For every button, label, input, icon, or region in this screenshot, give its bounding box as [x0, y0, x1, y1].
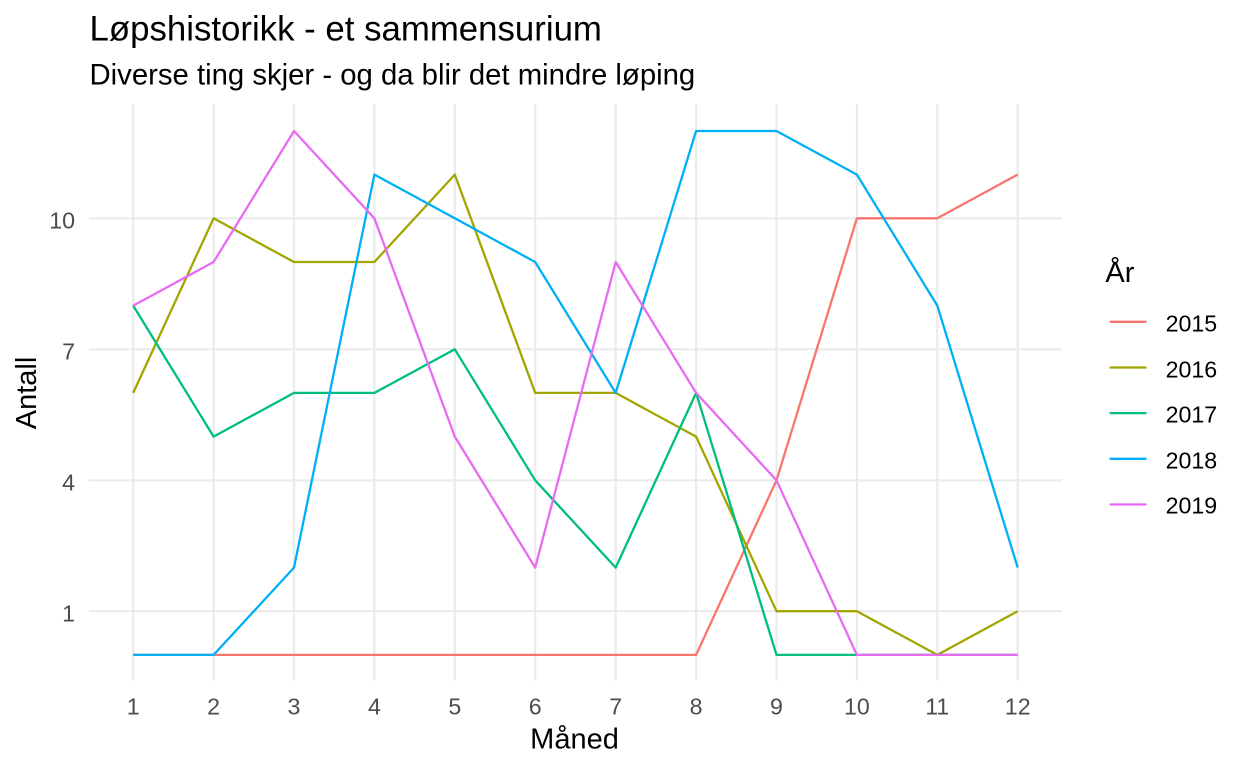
svg-text:6: 6 — [529, 694, 542, 720]
svg-text:5: 5 — [448, 694, 461, 720]
svg-text:9: 9 — [770, 694, 783, 720]
svg-text:12: 12 — [1005, 694, 1031, 720]
svg-text:Måned: Måned — [530, 723, 619, 755]
svg-text:10: 10 — [49, 208, 75, 234]
svg-text:2016: 2016 — [1166, 356, 1218, 382]
svg-text:8: 8 — [690, 694, 703, 720]
svg-text:2017: 2017 — [1166, 402, 1218, 428]
svg-text:Diverse ting skjer - og da bli: Diverse ting skjer - og da blir det mind… — [90, 59, 696, 92]
svg-text:1: 1 — [127, 694, 140, 720]
svg-text:1: 1 — [62, 601, 75, 627]
svg-text:10: 10 — [844, 694, 870, 720]
svg-text:4: 4 — [62, 470, 75, 496]
svg-text:Antall: Antall — [11, 357, 43, 430]
svg-text:2018: 2018 — [1166, 447, 1218, 473]
svg-text:2019: 2019 — [1166, 493, 1218, 519]
svg-text:2015: 2015 — [1166, 311, 1218, 337]
svg-text:7: 7 — [62, 339, 75, 365]
svg-text:4: 4 — [368, 694, 381, 720]
svg-text:2: 2 — [207, 694, 220, 720]
svg-text:7: 7 — [609, 694, 622, 720]
svg-text:11: 11 — [925, 694, 949, 720]
svg-text:Løpshistorikk - et sammensuriu: Løpshistorikk - et sammensurium — [90, 10, 602, 49]
svg-text:3: 3 — [288, 694, 301, 720]
svg-text:År: År — [1105, 256, 1134, 289]
